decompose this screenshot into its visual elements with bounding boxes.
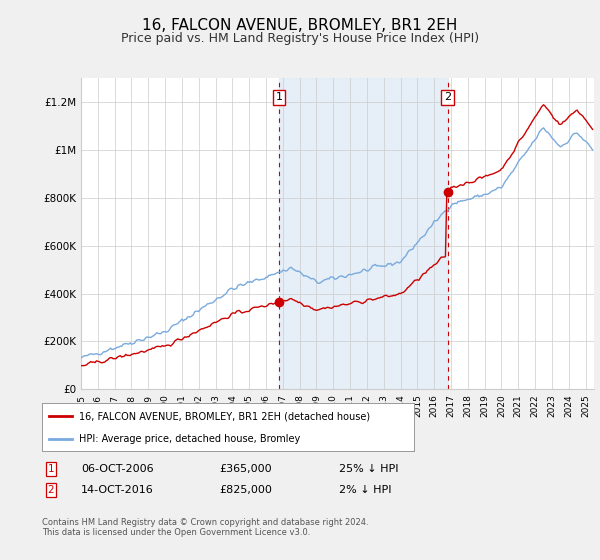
Text: 2% ↓ HPI: 2% ↓ HPI (339, 485, 391, 495)
Text: 2: 2 (444, 92, 451, 102)
Text: 2: 2 (47, 485, 55, 495)
Text: 25% ↓ HPI: 25% ↓ HPI (339, 464, 398, 474)
Bar (279, 78, 448, 389)
Text: £825,000: £825,000 (219, 485, 272, 495)
Text: 14-OCT-2016: 14-OCT-2016 (81, 485, 154, 495)
Text: 06-OCT-2006: 06-OCT-2006 (81, 464, 154, 474)
Text: Contains HM Land Registry data © Crown copyright and database right 2024.
This d: Contains HM Land Registry data © Crown c… (42, 518, 368, 538)
Text: 1: 1 (47, 464, 55, 474)
Text: 16, FALCON AVENUE, BROMLEY, BR1 2EH: 16, FALCON AVENUE, BROMLEY, BR1 2EH (142, 18, 458, 33)
Text: £365,000: £365,000 (219, 464, 272, 474)
Text: 16, FALCON AVENUE, BROMLEY, BR1 2EH (detached house): 16, FALCON AVENUE, BROMLEY, BR1 2EH (det… (79, 411, 370, 421)
Text: HPI: Average price, detached house, Bromley: HPI: Average price, detached house, Brom… (79, 434, 301, 444)
Text: 1: 1 (275, 92, 283, 102)
Text: Price paid vs. HM Land Registry's House Price Index (HPI): Price paid vs. HM Land Registry's House … (121, 32, 479, 45)
